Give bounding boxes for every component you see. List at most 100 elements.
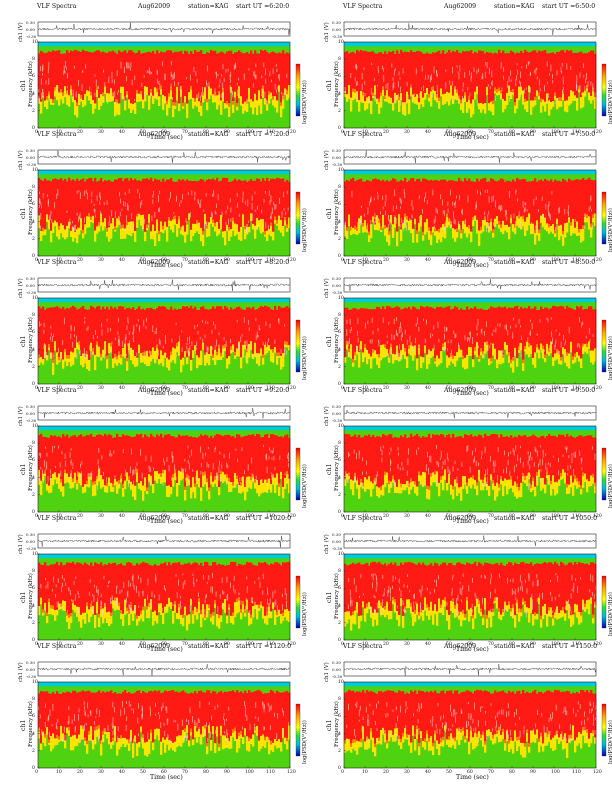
- spectrogram-speckle: [284, 349, 285, 356]
- spectrogram-column-yellow: [128, 222, 131, 236]
- spectrogram-column-red: [352, 308, 355, 360]
- spectrogram-column-red: [440, 306, 443, 352]
- spectrogram-column-red: [214, 562, 217, 601]
- spectrogram-column-red: [148, 179, 151, 215]
- spectrogram-speckle: [218, 466, 220, 473]
- spectrogram-column-yellow: [206, 98, 209, 111]
- spectrogram-column-yellow: [200, 227, 203, 242]
- spectrogram-column-yellow: [348, 348, 351, 358]
- spectrogram-column-yellow: [142, 214, 145, 229]
- time-tick-label: 60: [467, 130, 473, 135]
- spectrogram-column-yellow: [280, 471, 283, 480]
- spectrogram-column-yellow: [204, 87, 207, 99]
- spectrogram-column-yellow: [390, 481, 393, 488]
- spectrogram-column-red: [52, 564, 55, 606]
- spectrogram-column-red: [80, 179, 83, 219]
- spectrogram-speckle: [451, 349, 452, 354]
- spectrogram-column-orange: [482, 479, 485, 484]
- spectrogram-column-red: [502, 179, 505, 221]
- spectrogram-speckle: [525, 202, 527, 206]
- spectrogram-column-red: [502, 436, 505, 481]
- spectrogram-speckle: [219, 92, 221, 99]
- spectrogram-speckle: [247, 220, 249, 223]
- spectrogram-speckle: [38, 89, 40, 93]
- spectrogram-column-red: [442, 179, 445, 224]
- spectrogram-speckle: [484, 469, 486, 476]
- spectrogram-speckle: [454, 202, 456, 208]
- spectrogram-column-red: [512, 179, 515, 225]
- spectrogram-column-red: [410, 50, 413, 88]
- spectrogram-column-red: [536, 181, 539, 221]
- spectrogram-column-orange: [426, 485, 429, 489]
- spectrogram-column-red: [264, 49, 267, 99]
- spectrogram-column-red: [446, 52, 449, 92]
- spectrogram-speckle: [462, 88, 464, 92]
- spectrogram-column-red: [544, 307, 547, 355]
- spectrogram-column-yellow: [518, 215, 521, 228]
- spectrogram-column-yellow: [56, 352, 59, 365]
- spectrogram-column-orange: [352, 611, 355, 616]
- spectrogram-column-yellow: [514, 102, 517, 114]
- freq-axis-ch-label: ch1: [326, 207, 333, 219]
- spectrogram-column-yellow: [254, 93, 257, 108]
- spectrogram-speckle: [175, 322, 177, 325]
- time-tick-label: 20: [77, 642, 83, 647]
- time-axis-label: Time (sec): [456, 262, 489, 269]
- time-tick-label: 60: [161, 258, 167, 263]
- spectrogram-column-red: [192, 563, 195, 611]
- spectrogram-speckle: [495, 95, 497, 102]
- amp-tick-label: 0.00: [332, 155, 341, 160]
- spectrogram-column-yellow: [392, 102, 395, 111]
- spectrogram-column-yellow: [572, 218, 575, 234]
- spectrogram-column-yellow: [60, 89, 63, 100]
- spectrogram-column-red: [278, 305, 281, 353]
- time-tick-label: 100: [551, 514, 560, 519]
- spectrogram-column-red: [172, 563, 175, 611]
- spectrogram-column-red: [564, 180, 567, 224]
- spectrogram-speckle: [476, 190, 478, 194]
- spectrogram-column-red: [474, 51, 477, 92]
- spectrogram-speckle: [214, 210, 216, 214]
- spectrogram-column-red: [226, 51, 229, 101]
- spectrogram-column-red: [146, 307, 149, 351]
- spectrogram-speckle: [477, 224, 479, 230]
- spectrogram-speckle: [99, 467, 101, 475]
- spectrogram-speckle: [211, 211, 212, 217]
- time-tick-label: 110: [266, 386, 275, 391]
- spectrogram-column-red: [220, 180, 223, 215]
- spectrogram-column-orange: [90, 216, 93, 220]
- spectrogram-speckle: [170, 83, 172, 88]
- spectrogram-column-red: [118, 306, 121, 352]
- spectrogram-speckle: [518, 318, 520, 324]
- spectrogram-column-red: [404, 307, 407, 348]
- spectrogram-column-red: [216, 177, 219, 222]
- spectrogram-column-red: [162, 306, 165, 356]
- spectrogram-speckle: [149, 476, 151, 481]
- spectrogram-column-red: [264, 180, 267, 232]
- spectrogram-column-yellow: [272, 96, 275, 106]
- spectrogram-column-yellow: [512, 224, 515, 232]
- spectrogram-column-yellow: [94, 103, 97, 109]
- spectrogram-column-yellow: [496, 359, 499, 369]
- spectrogram-speckle: [233, 585, 234, 592]
- spectrogram-speckle: [576, 83, 578, 91]
- spectrogram-column-orange: [96, 341, 99, 345]
- spectrogram-column-red: [348, 434, 351, 473]
- spectrogram-column-orange: [392, 475, 395, 480]
- spectrogram-column-red: [432, 434, 435, 473]
- spectrogram-column-red: [592, 180, 595, 215]
- spectrogram-speckle: [155, 576, 157, 581]
- spectrogram-column-red: [388, 434, 391, 481]
- spectrogram-column-yellow: [148, 474, 151, 482]
- spectrogram-column-red: [216, 565, 219, 614]
- spectrogram-column-red: [562, 434, 565, 470]
- spectrogram-speckle: [190, 598, 192, 601]
- spectrogram-column-red: [114, 52, 117, 102]
- spectrogram-column-red: [100, 434, 103, 476]
- time-tick-label: 40: [425, 130, 431, 135]
- spectrogram-column-red: [594, 309, 597, 349]
- spectrogram-column-red: [44, 309, 47, 345]
- spectrogram-column-yellow: [428, 94, 431, 102]
- spectrogram-speckle: [400, 199, 402, 205]
- spectrogram-column-yellow: [574, 95, 577, 101]
